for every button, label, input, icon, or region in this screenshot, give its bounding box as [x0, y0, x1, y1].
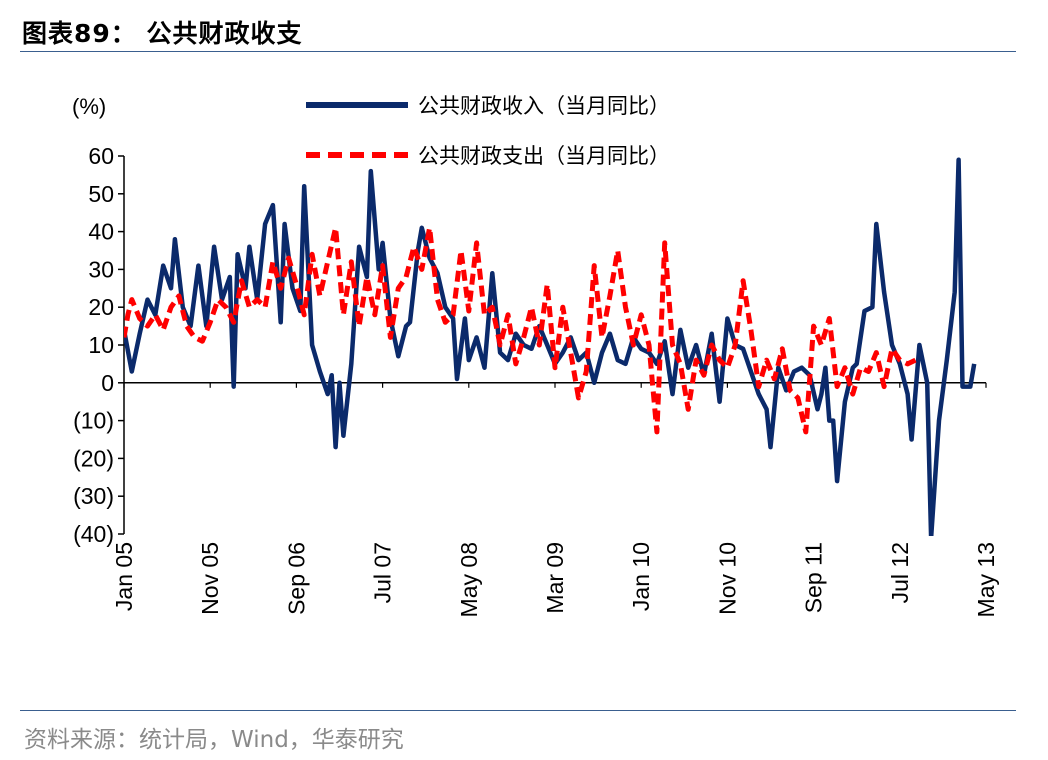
x-tick-label: May 13: [973, 542, 999, 617]
legend: 公共财政收入（当月同比） 公共财政支出（当月同比）: [306, 95, 670, 168]
chart: 公共财政收入（当月同比） 公共财政支出（当月同比） (%) 60 50 40 30 20…: [72, 94, 999, 617]
x-tick-label: Jan 05: [111, 542, 137, 611]
x-tick-label: Sep 11: [801, 542, 827, 613]
series-line-revenue: [124, 157, 977, 536]
x-tick-label: Jul 12: [887, 542, 913, 603]
legend-label-revenue: 公共财政收入（当月同比）: [418, 95, 670, 118]
y-tick-label: 50: [88, 181, 114, 207]
x-tick-label: Nov 10: [714, 542, 740, 615]
y-tick-label: 0: [101, 370, 114, 396]
legend-label-expenditure: 公共财政支出（当月同比）: [418, 145, 670, 168]
y-tick-label: 30: [88, 256, 114, 282]
y-tick-label: 60: [88, 143, 114, 169]
axes: 60 50 40 30 20 10 0 (10) (20) (30) (40)Jan 05 Nov 0…: [73, 143, 999, 617]
y-tick-label: 10: [88, 332, 114, 358]
y-tick-label: (20): [73, 445, 114, 471]
figure-title: 图表89： 公共财政收支: [22, 19, 303, 48]
plot-area: [124, 157, 977, 536]
x-tick-label: Nov 05: [197, 542, 223, 615]
x-tick-label: Mar 09: [542, 542, 568, 614]
top-rule: [20, 51, 1016, 52]
y-tick-label: (40): [73, 521, 114, 547]
y-tick-label: (10): [73, 408, 114, 434]
series-line-expenditure: [124, 225, 917, 435]
y-unit-label: (%): [72, 94, 106, 119]
x-tick-label: Jan 10: [628, 542, 654, 611]
y-tick-label: 40: [88, 219, 114, 245]
y-tick-label: (30): [73, 483, 114, 509]
bottom-rule: [20, 710, 1016, 711]
x-tick-label: Jul 07: [370, 542, 396, 603]
x-tick-label: Sep 06: [283, 542, 309, 615]
x-tick-label: May 08: [456, 542, 482, 617]
source-note: 资料来源：统计局，Wind，华泰研究: [24, 727, 404, 753]
y-tick-label: 20: [88, 294, 114, 320]
